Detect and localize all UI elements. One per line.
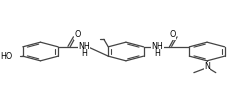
Text: H: H <box>81 49 87 58</box>
Text: O: O <box>75 30 81 39</box>
Text: N: N <box>204 62 210 71</box>
Text: NH: NH <box>78 42 90 51</box>
Text: O: O <box>169 30 176 39</box>
Text: H: H <box>154 49 160 58</box>
Text: NH: NH <box>152 42 163 51</box>
Text: HO: HO <box>1 52 13 61</box>
